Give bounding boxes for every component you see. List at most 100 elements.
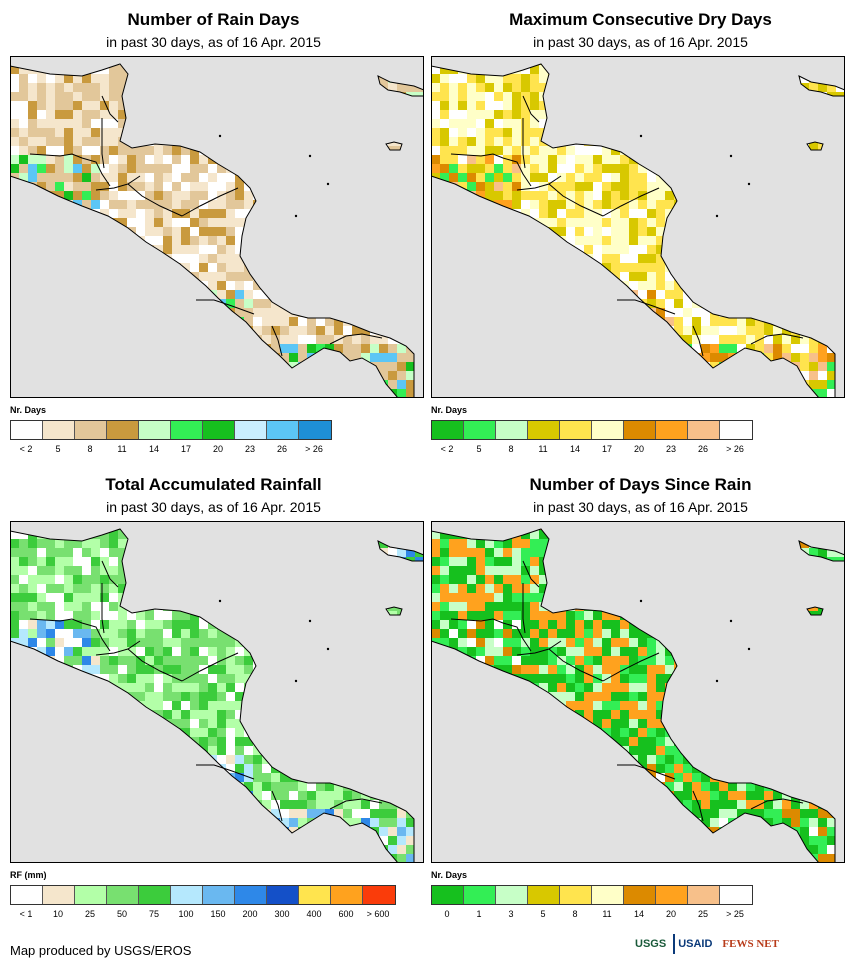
grid-cell [127,155,136,164]
panel-title: Total Accumulated Rainfall [105,475,322,494]
grid-cell [163,146,172,155]
grid-cell [118,119,127,128]
grid-cell [64,155,73,164]
grid-cell [100,83,109,92]
grid-cell [539,83,548,92]
grid-cell [253,764,262,773]
grid-cell [100,101,109,110]
grid-cell [458,146,467,155]
grid-cell [440,164,449,173]
grid-cell [217,674,226,683]
grid-cell [467,101,476,110]
grid-cell [746,317,755,326]
grid-cell [118,173,127,182]
grid-cell [127,683,136,692]
grid-cell [199,218,208,227]
grid-cell [172,701,181,710]
grid-cell [656,290,665,299]
legend-tick-label: 11 [538,444,548,454]
grid-cell [46,173,55,182]
grid-cell [217,263,226,272]
grid-cell [226,299,235,308]
grid-cell [629,254,638,263]
grid-cell [109,209,118,218]
grid-cell [665,317,674,326]
grid-cell [199,638,208,647]
grid-cell [181,692,190,701]
grid-cell [602,254,611,263]
grid-cell [10,575,19,584]
grid-cell [118,647,127,656]
grid-cell [397,83,406,92]
grid-cell [199,710,208,719]
grid-cell [575,164,584,173]
grid-cell [307,335,316,344]
grid-cell [701,317,710,326]
grid-cell [208,173,217,182]
grid-cell [217,173,226,182]
country-border [127,183,183,217]
grid-cell [154,647,163,656]
grid-cell [37,155,46,164]
grid-cell [397,353,406,362]
grid-cell [37,575,46,584]
grid-cell [316,317,325,326]
grid-cell [503,92,512,101]
grid-cell [82,611,91,620]
grid-cell [19,65,28,74]
grid-cell [190,245,199,254]
grid-cell [154,227,163,236]
country-border [329,333,383,345]
grid-cell [503,164,512,173]
grid-cell [199,620,208,629]
grid-cell [109,92,118,101]
grid-cell [638,245,647,254]
grid-cell [638,281,647,290]
grid-cell [512,92,521,101]
grid-cell [163,236,172,245]
grid-cell [136,683,145,692]
grid-cell [764,326,773,335]
grid-cell [476,137,485,146]
grid-cell [665,299,674,308]
grid-cell [575,227,584,236]
grid-cell [656,281,665,290]
grid-cell [440,119,449,128]
grid-cell [73,575,82,584]
grid-cell [620,164,629,173]
grid-cell [764,344,773,353]
grid-cell [181,146,190,155]
grid-cell [46,611,55,620]
grid-cell [647,200,656,209]
grid-cell [503,182,512,191]
grid-cell [127,638,136,647]
grid-cell [82,137,91,146]
grid-cell [91,173,100,182]
grid-cell [37,92,46,101]
island [308,154,312,158]
grid-cell [818,344,827,353]
grid-cell [208,710,217,719]
panel-rain-days: Number of Rain Days in past 30 days, as … [0,0,427,465]
grid-cell [719,353,728,362]
grid-cell [791,353,800,362]
grid-cell [136,191,145,200]
grid-cell [352,335,361,344]
grid-cell [172,710,181,719]
grid-cell [656,236,665,245]
grid-cell [226,683,235,692]
grid-cell [361,335,370,344]
grid-cell [190,164,199,173]
grid-cell [64,584,73,593]
grid-cell [190,236,199,245]
grid-cell [226,263,235,272]
grid-cell [593,236,602,245]
grid-cell [199,737,208,746]
grid-cell [190,701,199,710]
grid-cell [521,191,530,200]
grid-cell [163,155,172,164]
grid-cell [100,164,109,173]
grid-cell [217,290,226,299]
grid-cell [154,200,163,209]
grid-cell [343,344,352,353]
